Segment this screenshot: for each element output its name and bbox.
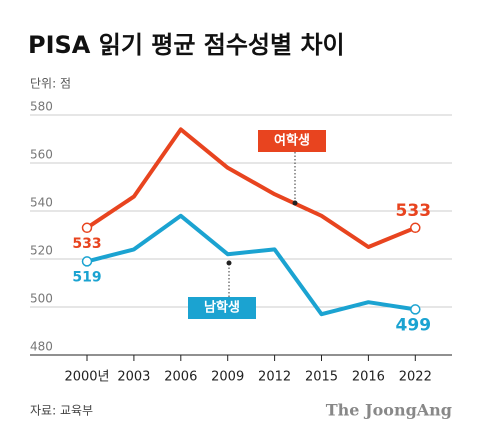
y-tick-label: 500 xyxy=(30,292,53,306)
point-marker xyxy=(410,304,421,315)
unit-label: 단위: 점 xyxy=(30,77,71,91)
x-tick-label: 2009 xyxy=(211,370,244,385)
point-marker xyxy=(81,222,93,234)
y-tick-label: 540 xyxy=(30,196,53,210)
legend-box xyxy=(258,130,326,152)
series-line xyxy=(86,213,416,317)
value-label: 499 xyxy=(396,315,432,335)
value-label: 533 xyxy=(72,236,101,252)
x-tick-label: 2015 xyxy=(305,370,338,385)
value-label: 519 xyxy=(72,269,101,285)
chart-title: PISA 읽기 평균 점수성별 차이 xyxy=(28,31,345,59)
legend-label: 여학생 xyxy=(274,133,310,149)
logo: The JoongAng xyxy=(326,401,452,420)
pointer-dot xyxy=(226,260,232,266)
point-marker xyxy=(410,222,421,234)
x-tick-label: 2000년 xyxy=(64,370,109,385)
value-label: 533 xyxy=(396,201,432,221)
x-tick-label: 2022 xyxy=(399,370,432,385)
x-tick-label: 2003 xyxy=(117,370,150,385)
y-tick-label: 560 xyxy=(30,148,53,162)
x-tick-label: 2012 xyxy=(258,370,291,385)
pointer-dot xyxy=(292,200,298,206)
source: 자료: 교육부 xyxy=(30,404,93,418)
legend-box xyxy=(188,297,256,319)
y-tick-label: 520 xyxy=(30,244,53,258)
series-line xyxy=(85,127,417,249)
y-tick-label: 480 xyxy=(30,340,53,354)
x-tick-label: 2006 xyxy=(164,370,197,385)
x-tick-label: 2016 xyxy=(352,370,385,385)
point-marker xyxy=(81,256,93,267)
y-tick-label: 580 xyxy=(30,100,53,114)
legend-label: 남학생 xyxy=(204,300,240,316)
